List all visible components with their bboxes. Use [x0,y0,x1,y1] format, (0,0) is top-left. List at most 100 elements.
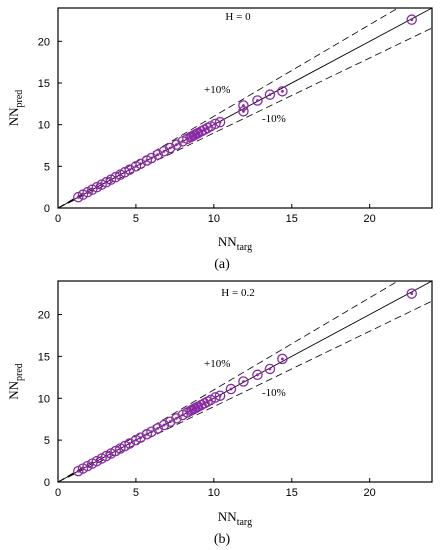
y-tick-label: 20 [38,310,50,322]
data-point-center [281,357,284,361]
data-point-center [128,168,132,172]
x-tick-label: 0 [55,487,61,499]
data-point [146,426,157,437]
identity-line [57,7,433,209]
data-point [135,432,146,443]
x-tick-label: 0 [55,213,61,225]
y-tick-label: 10 [38,120,50,132]
x-tick-label: 15 [286,213,298,225]
x-axis-title: NNtarg [218,234,252,253]
x-tick-label: 15 [286,487,298,499]
panel-label: (a) [214,257,230,272]
data-point-center [139,436,142,440]
data-point-center [268,367,272,371]
data-point-center [168,420,172,424]
data-point [214,116,226,128]
data-point [171,139,182,150]
x-tick-label: 20 [364,213,376,225]
data-point-center [150,156,153,160]
data-point [135,158,146,170]
data-point-center [150,430,153,434]
y-tick-label: 0 [44,477,50,489]
data-point [124,164,135,175]
y-axis-title-main: NN [6,380,21,399]
data-point [146,152,157,164]
data-point-center [218,394,222,398]
data-point-center [218,120,222,124]
x-axis-title-sub: targ [237,242,252,253]
y-axis-title: NNpred [6,363,25,400]
x-axis-title-main: NN [218,509,237,524]
x-tick-label: 5 [133,213,139,225]
minus-10-percent-label: -10% [262,113,286,125]
x-tick-label: 10 [208,213,220,225]
y-tick-label: 5 [44,161,50,173]
data-point-center [156,153,160,157]
data-point [406,288,417,299]
data-point-center [229,387,233,391]
y-axis-title-main: NN [6,107,21,126]
identity-line [57,280,433,483]
data-point-center [162,149,166,153]
y-tick-label: 15 [38,78,50,90]
data-point [238,376,249,387]
data-point [152,149,163,160]
y-axis-title-sub: pred [14,90,25,108]
data-point [264,89,276,100]
data-point-center [242,104,245,107]
minus-10-percent-label: -10% [262,387,286,399]
data-point-center [256,99,259,102]
y-tick-label: 10 [38,393,50,405]
data-point [171,413,182,424]
data-point-center [281,89,284,93]
plus-10-percent-label: +10% [204,358,230,370]
data-point [210,392,221,403]
x-axis-title-sub: targ [237,517,252,528]
plot-frame [57,7,433,209]
panel-label: (b) [214,532,231,547]
x-axis-title: NNtarg [218,509,252,528]
data-point [238,100,249,111]
data-point [252,95,263,106]
data-point [277,353,288,365]
data-point [158,419,170,431]
data-point [152,423,163,434]
data-point-center [410,18,414,22]
data-point-center [410,292,414,295]
data-point [406,14,417,25]
data-point-center [256,373,259,377]
x-tick-label: 5 [133,487,139,499]
data-point-center [242,380,245,383]
y-axis-title: NNpred [6,90,25,127]
h-value-annotation: H = 0 [225,11,251,23]
data-point [164,416,176,427]
data-point [124,438,135,449]
data-point [264,363,276,375]
data-point [210,118,221,130]
data-point-center [156,427,160,430]
y-tick-label: 15 [38,351,50,363]
plus-10-percent-label: +10% [204,84,230,96]
h-value-annotation: H = 0.2 [221,287,254,299]
data-point-center [175,143,178,147]
plot-frame [57,280,433,483]
data-point-center [168,146,172,150]
data-point-center [139,162,142,166]
x-tick-label: 10 [208,487,220,499]
y-tick-label: 0 [44,203,50,215]
data-point-center [175,416,178,420]
data-point [225,383,237,395]
data-point [158,146,170,157]
x-axis-title-main: NN [218,234,237,249]
data-point [252,369,263,381]
data-point-center [268,93,272,97]
y-tick-label: 5 [44,435,50,447]
x-tick-label: 20 [364,487,376,499]
y-axis-title-sub: pred [14,363,25,381]
data-point [164,142,176,154]
data-point [277,86,288,97]
data-point [214,390,226,401]
